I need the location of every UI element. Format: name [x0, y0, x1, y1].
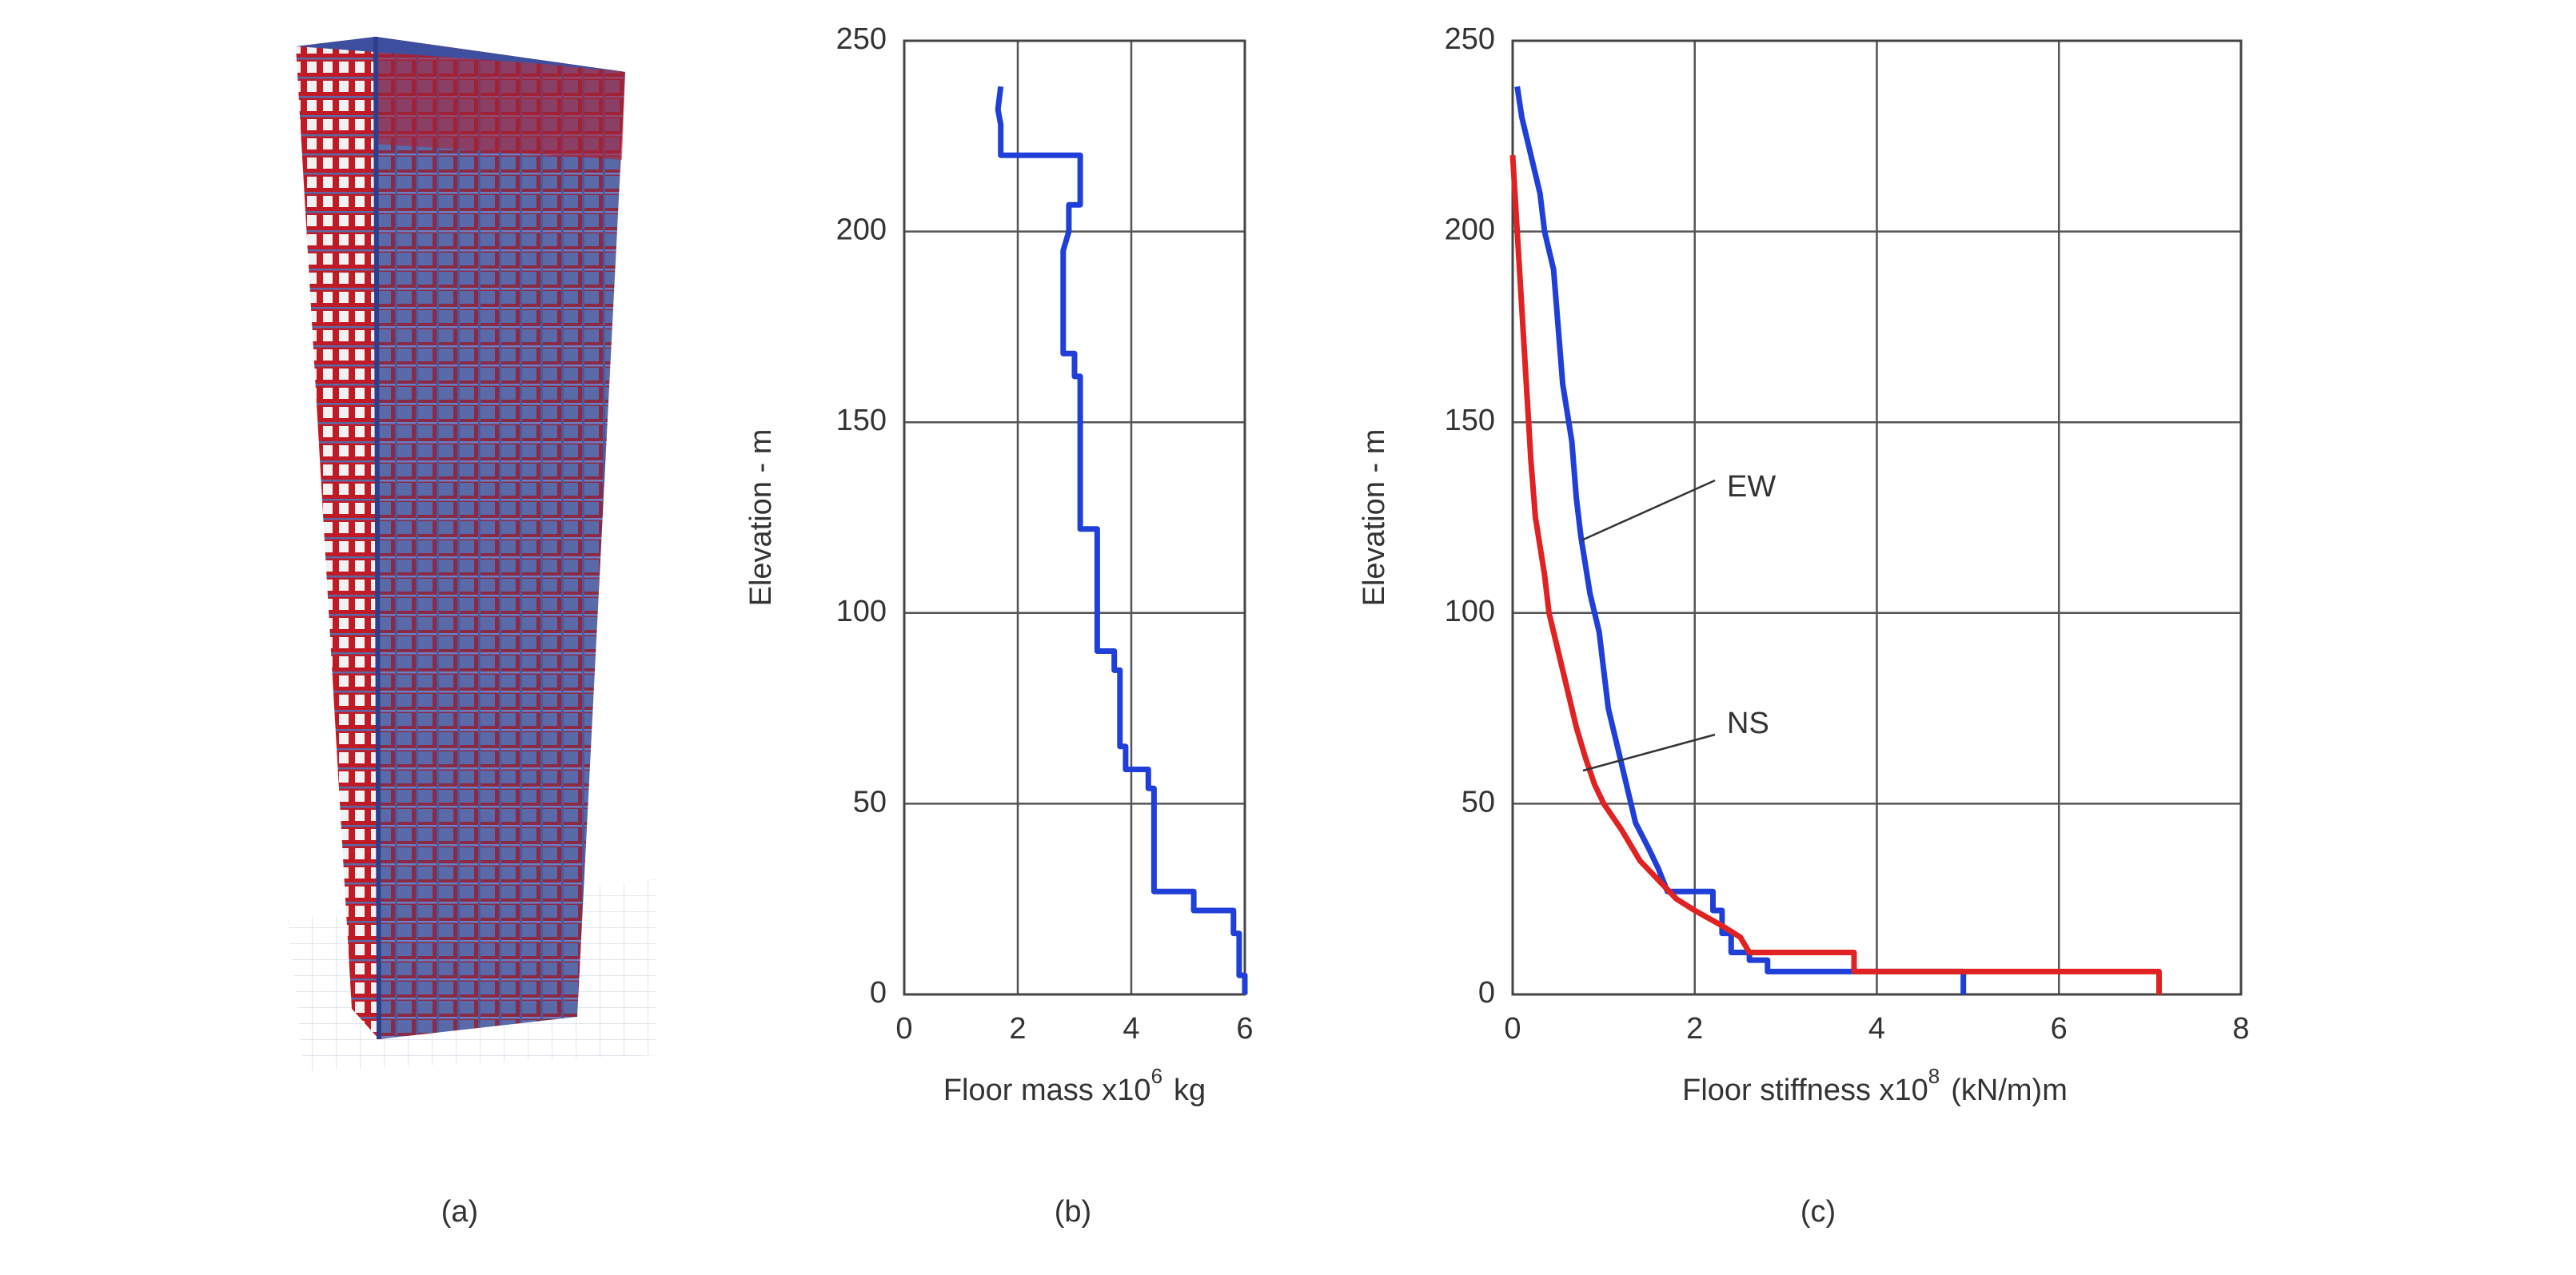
corner-edge [373, 36, 381, 1040]
y-tick-label: 250 [1445, 22, 1495, 56]
y-tick-label: 100 [1445, 595, 1495, 628]
y-tick-label: 100 [836, 595, 887, 628]
y-tick-label: 50 [1461, 785, 1495, 819]
x-axis-title-power: 6 [1151, 1064, 1162, 1088]
crown [376, 37, 625, 160]
side-face [296, 37, 379, 1039]
series-label: NS [1727, 707, 1769, 740]
leader-line [1581, 479, 1716, 542]
plot-frame [1511, 39, 2243, 996]
leader-line [1582, 733, 1716, 772]
data-line [1514, 86, 1967, 994]
x-axis-title: Floor mass x106 kg [943, 1064, 1206, 1107]
y-tick-label: 0 [1478, 976, 1495, 1010]
y-tick-label: 200 [1445, 213, 1495, 247]
y-axis-title: Elevation - m [1358, 429, 1391, 607]
x-axis-title-unit: kg [1174, 1074, 1206, 1107]
x-tick-label: 0 [895, 1012, 912, 1046]
data-line [995, 86, 1248, 994]
x-tick-label: 4 [1868, 1012, 1885, 1046]
x-tick-label: 6 [2051, 1012, 2068, 1046]
front-face [376, 37, 625, 1039]
y-tick-label: 250 [836, 22, 887, 56]
x-tick-label: 2 [1009, 1012, 1026, 1046]
y-tick-label: 200 [836, 213, 887, 247]
x-tick-label: 6 [1236, 1012, 1253, 1046]
x-tick-label: 0 [1504, 1012, 1521, 1046]
x-axis-title-text: Floor mass x10 [943, 1074, 1151, 1107]
building-model [288, 36, 656, 1071]
x-axis-title-unit: (kN/m)m [1951, 1074, 2068, 1107]
panel-caption: (a) [441, 1195, 478, 1229]
x-axis-title: Floor stiffness x108 (kN/m)m [1682, 1064, 2068, 1107]
y-tick-label: 0 [870, 976, 887, 1010]
data-line [1509, 154, 2162, 994]
plot-frame [903, 39, 1246, 996]
x-tick-label: 2 [1686, 1012, 1703, 1046]
y-tick-label: 150 [836, 404, 887, 437]
y-tick-label: 50 [853, 785, 887, 819]
x-tick-label: 8 [2232, 1012, 2249, 1046]
x-axis-title-power: 8 [1928, 1064, 1940, 1088]
series-label: EW [1727, 470, 1776, 504]
y-tick-label: 150 [1445, 404, 1495, 437]
y-axis-title: Elevation - m [744, 429, 778, 607]
panel-caption: (c) [1800, 1195, 1836, 1229]
panel-caption: (b) [1055, 1195, 1091, 1229]
x-axis-title-text: Floor stiffness x10 [1682, 1074, 1928, 1107]
x-tick-label: 4 [1123, 1012, 1139, 1046]
